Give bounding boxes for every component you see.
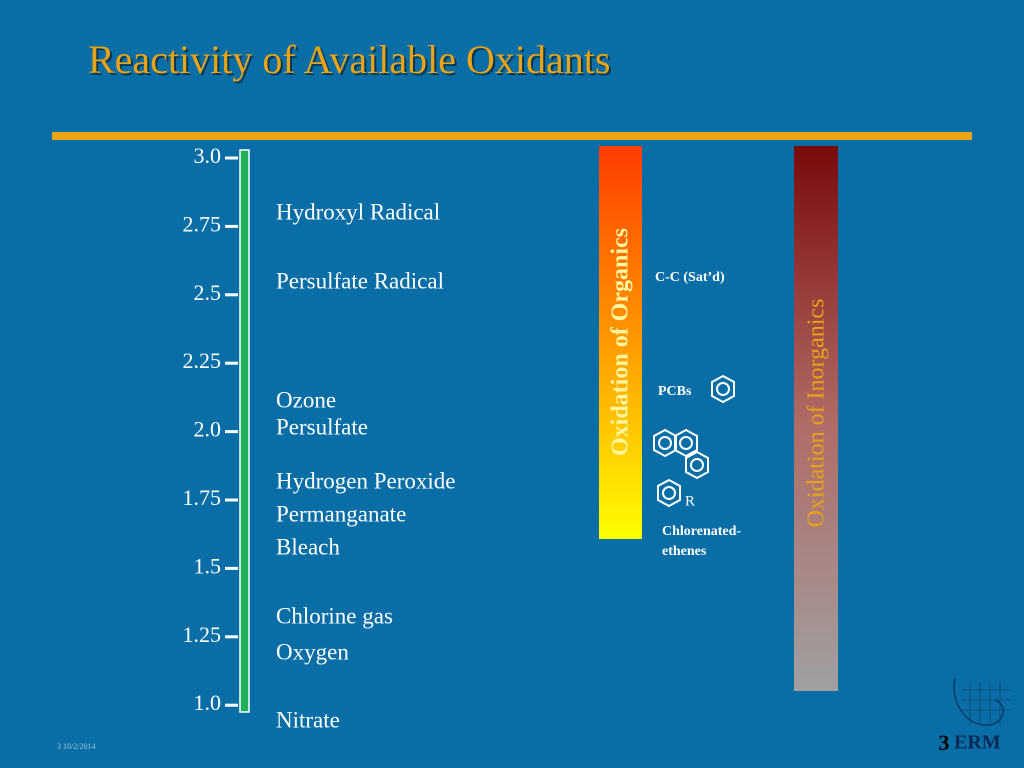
title: Reactivity of Available Oxidants	[88, 37, 610, 82]
scale-label: 2.75	[183, 211, 222, 236]
oxidant-label: Nitrate	[276, 707, 340, 732]
inorganics-label: Oxidation of Inorganics	[804, 299, 830, 528]
organic-item: ethenes	[662, 544, 707, 559]
organic-item: Chlorenated-	[662, 524, 741, 539]
benzene-icons	[653, 374, 735, 508]
inorganics-bar	[794, 146, 838, 691]
page-number: 3	[939, 730, 950, 755]
organics-label: Oxidation of Organics	[608, 228, 634, 456]
erm-logo-graphic	[953, 677, 1010, 726]
oxidant-label: Hydroxyl Radical	[276, 199, 440, 224]
oxidant-label: Bleach	[276, 534, 340, 559]
scale-label: 3.0	[194, 143, 222, 168]
scale-bar	[239, 149, 250, 713]
organics-bar	[599, 146, 642, 539]
oxidant-label: Ozone	[276, 387, 336, 412]
title-shadow: Reactivity of Available Oxidants	[90, 39, 612, 84]
scale-label: 1.25	[183, 622, 222, 647]
organic-item: C-C (Sat’d)	[655, 270, 725, 285]
scale-label: 2.25	[183, 348, 222, 373]
title-rule	[52, 132, 972, 140]
organic-item: PCBs	[658, 384, 692, 399]
scale-label: 1.75	[183, 485, 222, 510]
oxidant-label: Chlorine gas	[276, 603, 393, 628]
scale-label: 2.0	[194, 417, 222, 442]
oxidant-label: Persulfate Radical	[276, 268, 444, 293]
scale: 3.0 2.75 2.5 2.25 2.0 1.75 1.5 1.25 1.0	[183, 143, 238, 715]
oxidant-label: Persulfate	[276, 414, 368, 439]
organic-item: R	[685, 493, 695, 509]
logo: ERM	[954, 732, 1001, 754]
oxidant-label: Oxygen	[276, 639, 349, 664]
oxidant-label: Hydrogen Peroxide	[276, 468, 456, 493]
oxidant-label: Permanganate	[276, 501, 406, 526]
scale-label: 1.5	[194, 553, 222, 578]
scale-label: 2.5	[194, 280, 222, 305]
footer-date: 3 10/2/2014	[57, 742, 95, 751]
scale-label: 1.0	[194, 690, 222, 715]
